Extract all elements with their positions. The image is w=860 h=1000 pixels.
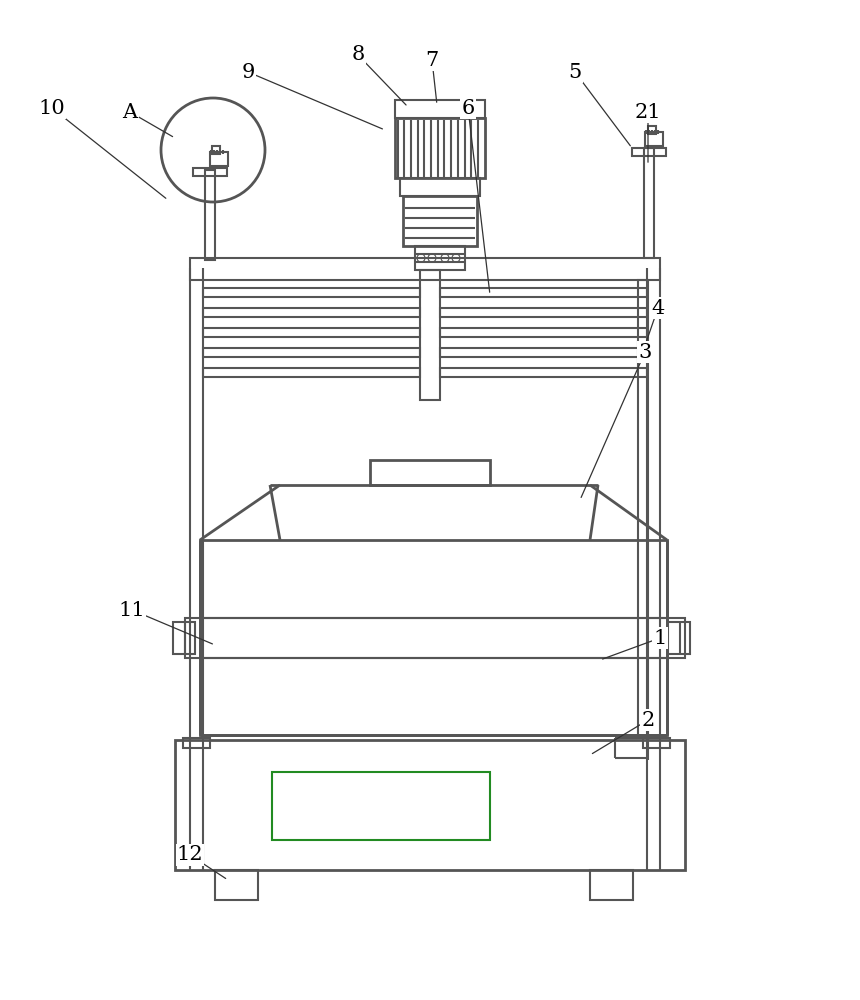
Text: 5: 5	[568, 62, 581, 82]
Bar	[632, 148, 666, 156]
Bar	[203, 348, 420, 357]
Bar	[395, 100, 485, 118]
Text: 7: 7	[426, 50, 439, 70]
Bar	[200, 540, 667, 735]
Bar	[590, 870, 633, 900]
Bar	[400, 178, 480, 196]
Text: 21: 21	[635, 103, 661, 121]
Bar	[668, 622, 690, 654]
Text: 12: 12	[176, 846, 203, 864]
Bar	[644, 148, 654, 258]
Bar	[190, 258, 660, 280]
Bar	[420, 270, 440, 400]
Bar	[205, 170, 215, 260]
Text: 10: 10	[39, 99, 65, 117]
Bar	[638, 280, 648, 738]
Bar	[415, 246, 465, 270]
Bar	[203, 368, 420, 377]
Text: 3: 3	[638, 342, 652, 361]
Bar	[203, 308, 420, 317]
Bar	[440, 328, 647, 337]
Bar	[440, 288, 647, 297]
Bar	[203, 288, 420, 297]
Text: 11: 11	[119, 600, 145, 619]
Text: 9: 9	[242, 62, 255, 82]
Bar	[183, 738, 210, 748]
Text: 1: 1	[654, 629, 666, 648]
Bar	[203, 328, 420, 337]
Text: A: A	[122, 103, 138, 121]
Bar	[643, 738, 670, 748]
Bar	[215, 870, 258, 900]
Bar	[212, 146, 220, 154]
Bar	[648, 126, 656, 134]
Bar	[440, 348, 647, 357]
Bar	[175, 740, 685, 870]
Bar	[193, 168, 227, 176]
Bar	[185, 618, 685, 658]
Bar	[395, 118, 485, 178]
Bar	[440, 368, 647, 377]
Bar	[272, 772, 490, 840]
Bar	[403, 196, 477, 246]
Bar	[370, 460, 490, 485]
Text: 2: 2	[642, 710, 654, 730]
Text: 6: 6	[461, 99, 475, 117]
Text: 8: 8	[352, 45, 365, 64]
Bar	[440, 308, 647, 317]
Text: 4: 4	[651, 298, 665, 318]
Bar	[210, 152, 228, 166]
Bar	[645, 132, 663, 146]
Bar	[173, 622, 195, 654]
